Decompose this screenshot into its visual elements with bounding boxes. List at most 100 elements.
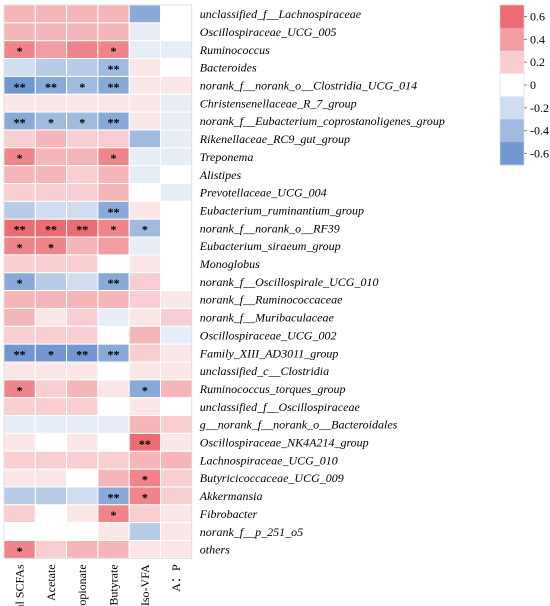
heatmap-cell	[3, 22, 36, 42]
significance-mark: **	[14, 348, 26, 362]
heatmap-cell	[128, 40, 161, 60]
heatmap-cell	[160, 325, 193, 345]
heatmap-cell	[160, 415, 193, 434]
heatmap-cell	[34, 379, 68, 399]
heatmap-cell	[66, 183, 99, 202]
heatmap-cell	[160, 93, 193, 113]
heatmap-cell	[3, 4, 36, 24]
heatmap-cell	[66, 200, 99, 220]
heatmap-cell	[3, 165, 36, 184]
significance-mark: *	[142, 490, 148, 504]
heatmap-cell	[66, 4, 99, 24]
heatmap-cell	[3, 93, 36, 113]
heatmap-cell	[160, 183, 193, 202]
heatmap-cell	[66, 40, 99, 60]
heatmap-cell	[128, 504, 161, 524]
heatmap-cell	[97, 290, 130, 309]
heatmap-cell	[160, 272, 193, 292]
heatmap-cell	[160, 397, 193, 417]
colorbar-tick-label: 0.4	[530, 32, 545, 46]
row-label: norank_f__Ruminococcaceae	[200, 293, 343, 307]
heatmap-cell	[3, 504, 36, 524]
heatmap-cell	[3, 450, 36, 470]
heatmap-cell	[128, 58, 161, 77]
heatmap-cell	[34, 522, 68, 542]
column-label: Iso-VFA	[138, 564, 152, 606]
heatmap-cell	[34, 397, 68, 417]
heatmap-cell	[66, 22, 99, 42]
heatmap-cell	[160, 40, 193, 60]
heatmap-cell	[160, 361, 193, 381]
significance-mark: *	[111, 44, 117, 58]
heatmap-cell	[160, 379, 193, 399]
heatmap-cell	[97, 379, 130, 399]
heatmap-cell	[160, 290, 193, 309]
heatmap-cell	[66, 540, 99, 559]
colorbar-swatch	[500, 27, 524, 52]
colorbar-swatch	[500, 50, 524, 74]
heatmap-cell	[160, 504, 193, 524]
heatmap-cell	[3, 290, 36, 309]
colorbar-tick-label: 0.6	[530, 9, 545, 23]
column-label: Total SCFAs	[13, 564, 27, 606]
row-label: Monoglobus	[199, 257, 260, 271]
heatmap-cell	[3, 183, 36, 202]
colorbar-tick-label: 0	[530, 78, 536, 92]
row-label: Christensenellaceae_R_7_group	[200, 96, 357, 110]
heatmap-cell	[128, 22, 161, 42]
significance-mark: **	[45, 223, 57, 237]
heatmap-cell	[3, 486, 36, 506]
row-label: Lachnospiraceae_UCG_010	[199, 453, 338, 467]
heatmap-cell	[160, 522, 193, 542]
significance-mark: *	[142, 473, 148, 487]
significance-mark: **	[76, 348, 88, 362]
heatmap-cell	[128, 200, 161, 220]
heatmap-cell	[66, 325, 99, 345]
heatmap-cell	[66, 379, 99, 399]
significance-mark: **	[76, 223, 88, 237]
heatmap-cell	[34, 165, 68, 184]
heatmap-cell	[66, 254, 99, 274]
significance-mark: *	[111, 151, 117, 165]
significance-mark: **	[14, 223, 26, 237]
heatmap-cell	[160, 22, 193, 42]
column-label: Acetate	[44, 564, 58, 601]
heatmap-cell	[128, 129, 161, 149]
heatmap-cell	[3, 254, 36, 274]
heatmap-cell	[34, 432, 68, 452]
heatmap-cell	[34, 450, 68, 470]
row-label: others	[200, 543, 230, 557]
significance-mark: *	[17, 276, 23, 290]
heatmap-cell	[97, 361, 130, 381]
row-label: Oscillospiraceae_UCG_002	[200, 328, 337, 342]
row-label: norank_f__norank_o__Clostridia_UCG_014	[200, 79, 417, 93]
colorbar-swatch	[500, 5, 524, 29]
heatmap-cell	[97, 450, 130, 470]
heatmap-cell	[66, 307, 99, 327]
row-label: Akkermansia	[199, 489, 263, 503]
heatmap-cell	[97, 325, 130, 345]
significance-mark: **	[108, 80, 120, 94]
heatmap-cell	[3, 129, 36, 149]
heatmap-cell	[97, 307, 130, 327]
heatmap-cell	[66, 93, 99, 113]
significance-mark: *	[17, 383, 23, 397]
heatmap-cell	[160, 165, 193, 184]
heatmap-cell	[128, 75, 161, 95]
heatmap-cell	[34, 40, 68, 60]
heatmap-cell	[3, 325, 36, 345]
heatmap-cell	[160, 307, 193, 327]
heatmap-cell	[128, 272, 161, 292]
row-label: Ruminococcus_torques_group	[199, 382, 346, 396]
column-label: A：P	[169, 564, 183, 592]
heatmap-cell	[128, 540, 161, 559]
heatmap-cell	[128, 343, 161, 363]
heatmap-cell	[128, 165, 161, 184]
heatmap-cell	[97, 254, 130, 274]
heatmap-cell	[160, 200, 193, 220]
significance-mark: *	[48, 116, 54, 130]
heatmap-cell	[128, 307, 161, 327]
heatmap-cell	[160, 75, 193, 95]
significance-mark: *	[142, 223, 148, 237]
heatmap-cell	[66, 468, 99, 488]
